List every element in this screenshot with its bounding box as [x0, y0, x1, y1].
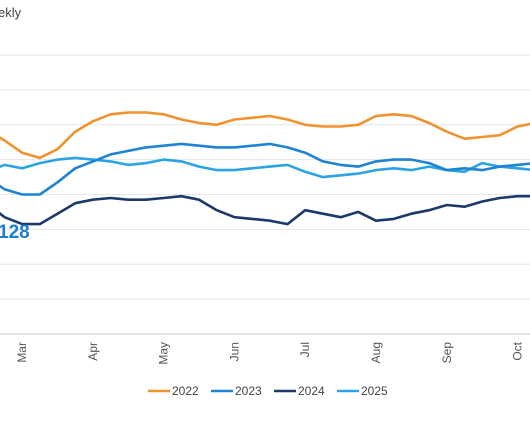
series-line-2024 — [0, 194, 530, 226]
legend-item-2022[interactable]: 2022 — [148, 384, 199, 398]
x-tick-label: Oct — [511, 341, 525, 360]
legend-label: 2022 — [172, 384, 199, 398]
legend: 2022 2023 2024 2025 — [148, 384, 388, 398]
value-callout: 128 — [0, 222, 30, 243]
series-lines — [0, 111, 530, 226]
x-tick-label: May — [157, 342, 171, 365]
x-axis-ticks: Mar Apr May Jun Jul Aug Sep Oct — [15, 341, 524, 364]
x-tick-label: Jul — [298, 342, 312, 357]
x-tick-label: Sep — [440, 342, 454, 364]
legend-label: 2023 — [235, 384, 262, 398]
x-tick-label: Jun — [227, 342, 241, 361]
x-tick-label: Aug — [369, 342, 383, 363]
x-tick-label: Apr — [86, 342, 100, 361]
legend-label: 2025 — [361, 384, 388, 398]
series-line-2022 — [0, 111, 530, 160]
x-tick-label: Mar — [15, 342, 29, 363]
legend-label: 2024 — [298, 384, 325, 398]
chart-title: ekly — [0, 5, 22, 20]
legend-item-2023[interactable]: 2023 — [211, 384, 262, 398]
legend-item-2025[interactable]: 2025 — [337, 384, 388, 398]
series-line-2023 — [0, 142, 530, 196]
legend-item-2024[interactable]: 2024 — [274, 384, 325, 398]
grid-lines — [0, 54, 530, 335]
